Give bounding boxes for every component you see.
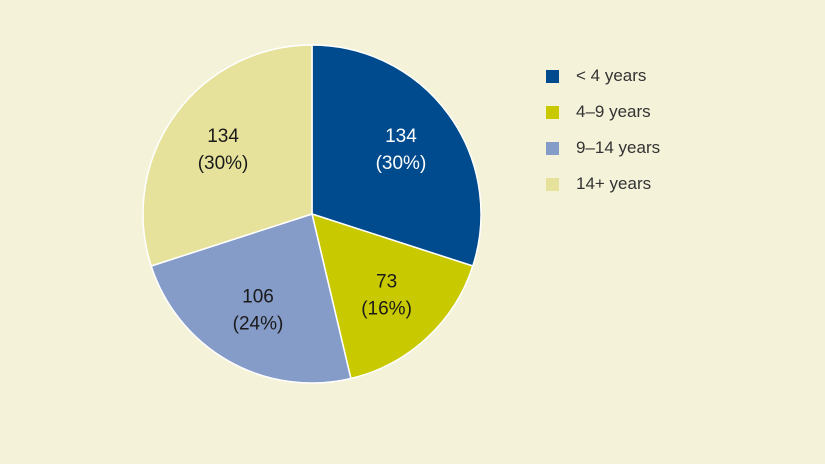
- chart-legend: < 4 years 4–9 years 9–14 years 14+ years: [546, 58, 660, 202]
- slice-value-label-2: 106: [242, 286, 274, 307]
- slice-value-label-1: 73: [376, 271, 397, 292]
- legend-swatch-0: [546, 69, 559, 83]
- legend-item-3: 14+ years: [546, 166, 660, 202]
- pie-slice-0: [311, 44, 482, 267]
- legend-swatch-2: [546, 141, 559, 155]
- legend-swatch-3: [546, 177, 559, 191]
- slice-percent-label-2: (24%): [233, 313, 284, 334]
- slice-percent-label-0: (30%): [376, 153, 427, 174]
- pie-slice-2: [150, 213, 352, 384]
- legend-item-1: 4–9 years: [546, 94, 660, 130]
- legend-label-2: 9–14 years: [576, 138, 661, 157]
- legend-label-1: 4–9 years: [576, 102, 651, 121]
- legend-swatch-1: [546, 105, 559, 119]
- legend-label-0: < 4 years: [576, 66, 647, 85]
- legend-item-2: 9–14 years: [546, 130, 660, 166]
- slice-value-label-0: 134: [385, 126, 417, 147]
- slice-value-label-3: 134: [207, 126, 239, 147]
- pie-slice-3: [142, 44, 313, 267]
- legend-item-0: < 4 years: [546, 58, 660, 94]
- pie-slice-1: [310, 212, 474, 380]
- slice-percent-label-3: (30%): [198, 153, 249, 174]
- legend-label-3: 14+ years: [576, 174, 652, 193]
- slice-percent-label-1: (16%): [361, 298, 412, 319]
